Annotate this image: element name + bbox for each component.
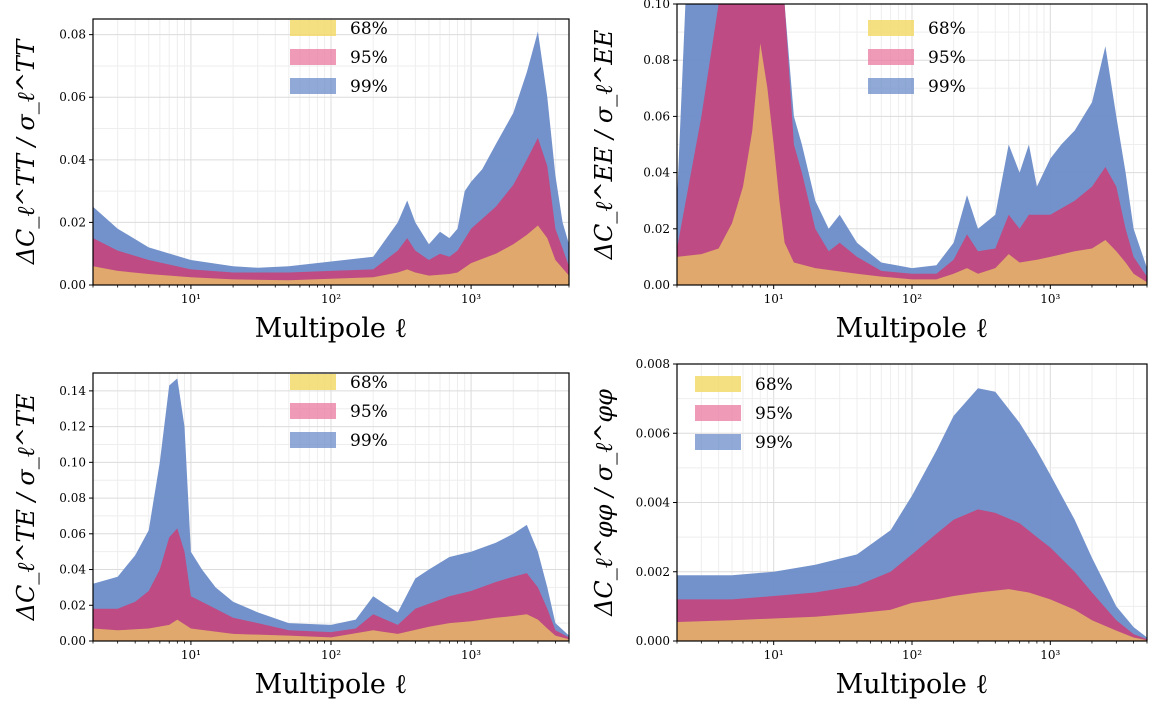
x-tick-label: 10² (902, 292, 922, 306)
x-tick-label: 10³ (1040, 292, 1060, 306)
y-tick-label: 0.08 (643, 53, 670, 67)
y-tick-label: 0.04 (59, 153, 86, 167)
y-tick-label: 0.08 (59, 28, 86, 42)
y-tick-label: 0.004 (636, 496, 671, 510)
x-axis-label: Multipole ℓ (836, 313, 989, 344)
legend-swatch (695, 434, 741, 450)
legend-label: 68% (350, 373, 388, 393)
x-tick-label: 10² (321, 648, 341, 662)
y-tick-label: 0.04 (59, 563, 86, 577)
x-tick-label: 10³ (461, 292, 481, 306)
y-axis-label: ΔC_ℓ^EE / σ_ℓ^EE (590, 29, 618, 260)
legend-swatch (290, 49, 336, 65)
y-tick-label: 0.06 (643, 109, 670, 123)
y-axis-label: ΔC_ℓ^φφ / σ_ℓ^φφ (590, 389, 618, 617)
y-tick-label: 0.008 (636, 357, 670, 371)
y-tick-label: 0.04 (643, 166, 670, 180)
y-tick-label: 0.08 (59, 491, 86, 505)
legend-label: 95% (350, 402, 388, 422)
legend-swatch (868, 78, 914, 94)
y-tick-label: 0.10 (643, 0, 670, 11)
y-axis-label: ΔC_ℓ^TE / σ_ℓ^TE (12, 393, 40, 621)
y-tick-label: 0.02 (59, 215, 86, 229)
legend-label: 99% (350, 431, 388, 451)
y-tick-label: 0.14 (59, 384, 86, 398)
y-tick-label: 0.006 (636, 426, 670, 440)
area-99pct (93, 378, 569, 641)
legend-swatch (290, 374, 336, 390)
legend-swatch (695, 405, 741, 421)
y-tick-label: 0.00 (643, 278, 670, 292)
x-tick-label: 10³ (461, 648, 481, 662)
area-95pct (93, 528, 569, 641)
chart-panel-tt: 0.00 0.02 0.04 0.06 0.08 10¹ 10² 10³ Multipole ℓ… (0, 0, 578, 353)
legend-swatch (290, 78, 336, 94)
legend: 68% 95% 99% (290, 373, 388, 451)
legend-label: 99% (928, 77, 966, 97)
chart-panel-phiphi: 0.000 0.002 0.004 0.006 0.008 10¹ 10² 10³ Multip… (578, 354, 1156, 707)
x-tick-label: 10² (321, 292, 341, 306)
x-tick-label: 10³ (1040, 648, 1060, 662)
legend-label: 68% (755, 375, 793, 395)
x-axis-label: Multipole ℓ (836, 669, 989, 700)
legend-swatch (695, 376, 741, 392)
legend-label: 95% (350, 48, 388, 68)
x-tick-label: 10¹ (181, 292, 201, 306)
chart-phiphi-svg: 0.000 0.002 0.004 0.006 0.008 10¹ 10² 10³ Multip… (590, 357, 1148, 700)
y-tick-label: 0.02 (59, 598, 86, 612)
legend: 68% 95% 99% (868, 19, 966, 97)
legend-label: 99% (350, 77, 388, 97)
y-tick-label: 0.00 (59, 634, 86, 648)
y-tick-label: 0.10 (59, 455, 86, 469)
legend-swatch (868, 20, 914, 36)
y-tick-label: 0.06 (59, 90, 86, 104)
chart-te-svg: 0.00 0.02 0.04 0.06 0.08 0.10 0.12 0.14 10¹ 10² 10… (12, 372, 570, 700)
y-tick-label: 0.02 (643, 222, 670, 236)
x-axis-label: Multipole ℓ (255, 669, 408, 700)
legend-label: 95% (928, 48, 966, 68)
x-axis-label: Multipole ℓ (255, 313, 408, 344)
x-tick-label: 10¹ (764, 648, 784, 662)
y-axis-label: ΔC_ℓ^TT / σ_ℓ^TT (12, 38, 40, 266)
legend: 68% 95% 99% (290, 19, 388, 97)
legend-swatch (290, 20, 336, 36)
area-68pct (93, 614, 569, 641)
area-68pct (93, 225, 569, 285)
area-95pct (677, 4, 1147, 285)
y-tick-label: 0.06 (59, 527, 86, 541)
y-tick-label: 0.00 (59, 278, 86, 292)
x-tick-label: 10¹ (181, 648, 201, 662)
y-tick-label: 0.002 (636, 565, 670, 579)
y-tick-label: 0.12 (59, 420, 86, 434)
chart-panel-te: 0.00 0.02 0.04 0.06 0.08 0.10 0.12 0.14 10¹ 10² 10… (0, 354, 578, 707)
legend-swatch (868, 49, 914, 65)
legend-swatch (290, 432, 336, 448)
legend-label: 68% (928, 19, 966, 39)
chart-ee-svg: 0.00 0.02 0.04 0.06 0.08 0.10 10¹ 10² 10³ Multipo… (590, 0, 1148, 344)
chart-tt-svg: 0.00 0.02 0.04 0.06 0.08 10¹ 10² 10³ Multipole ℓ… (12, 18, 570, 344)
legend-label: 99% (755, 433, 793, 453)
x-tick-label: 10¹ (764, 292, 784, 306)
legend-swatch (290, 403, 336, 419)
legend: 68% 95% 99% (695, 375, 793, 453)
area-68pct (677, 43, 1147, 285)
legend-label: 95% (755, 404, 793, 424)
chart-panel-ee: 0.00 0.02 0.04 0.06 0.08 0.10 10¹ 10² 10³ Multipo… (578, 0, 1156, 353)
y-tick-label: 0.000 (636, 634, 670, 648)
x-tick-label: 10² (902, 648, 922, 662)
legend-label: 68% (350, 19, 388, 39)
area-68pct (677, 589, 1147, 641)
